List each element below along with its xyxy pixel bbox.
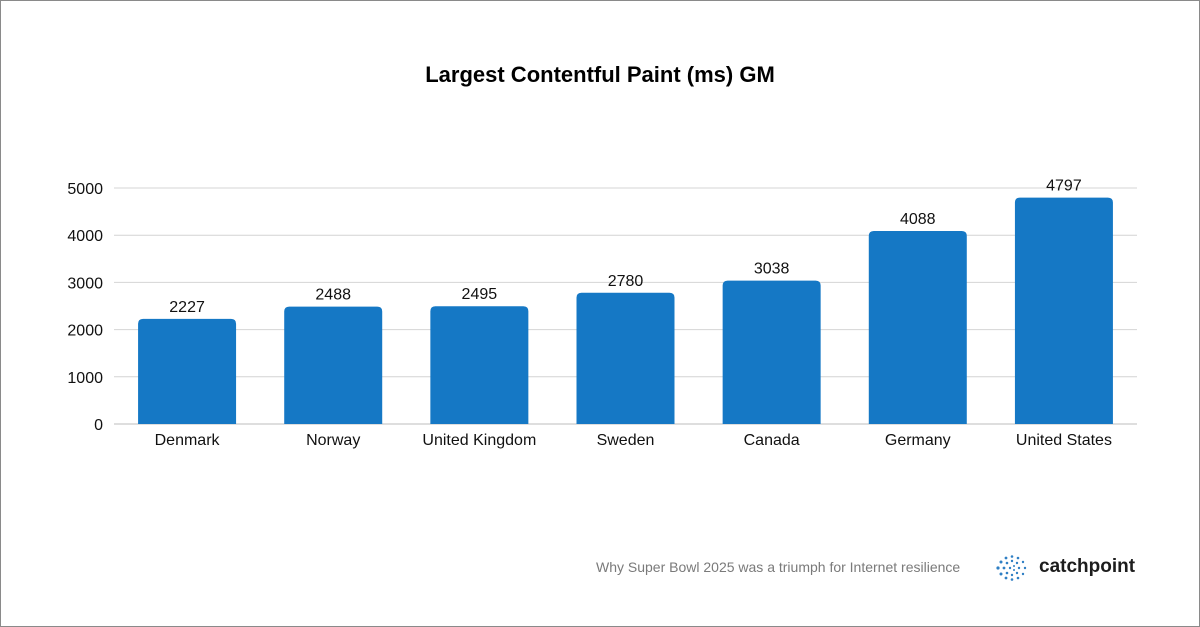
x-tick-label: Canada bbox=[744, 432, 800, 449]
x-tick-label: Sweden bbox=[597, 432, 655, 449]
data-label: 2488 bbox=[315, 287, 351, 304]
y-tick-label: 2000 bbox=[67, 323, 103, 340]
x-tick-label: Norway bbox=[306, 432, 360, 449]
data-label: 4797 bbox=[1046, 178, 1082, 195]
footer-caption: Why Super Bowl 2025 was a triumph for In… bbox=[596, 559, 961, 575]
catchpoint-logo-icon bbox=[996, 555, 1027, 581]
data-label: 2780 bbox=[608, 273, 644, 290]
bar bbox=[868, 231, 967, 424]
bar bbox=[722, 280, 821, 424]
x-tick-label: United Kingdom bbox=[422, 432, 536, 449]
data-label: 3038 bbox=[754, 261, 790, 278]
bar bbox=[138, 318, 237, 424]
x-tick-label: Denmark bbox=[155, 432, 221, 449]
bar bbox=[284, 306, 383, 424]
y-tick-label: 0 bbox=[94, 417, 103, 434]
y-tick-label: 3000 bbox=[67, 275, 103, 292]
x-tick-label: United States bbox=[1016, 432, 1112, 449]
bar bbox=[576, 292, 675, 424]
chart-title: Largest Contentful Paint (ms) GM bbox=[425, 62, 775, 87]
y-tick-label: 5000 bbox=[67, 181, 103, 198]
bar bbox=[1014, 197, 1113, 424]
data-label: 4088 bbox=[900, 211, 936, 228]
catchpoint-logo-text: catchpoint bbox=[1039, 556, 1136, 577]
y-tick-label: 4000 bbox=[67, 228, 103, 245]
bar bbox=[430, 306, 529, 424]
data-label: 2495 bbox=[462, 286, 498, 303]
data-label: 2227 bbox=[169, 299, 205, 316]
y-tick-label: 1000 bbox=[67, 370, 103, 387]
x-tick-label: Germany bbox=[885, 432, 951, 449]
